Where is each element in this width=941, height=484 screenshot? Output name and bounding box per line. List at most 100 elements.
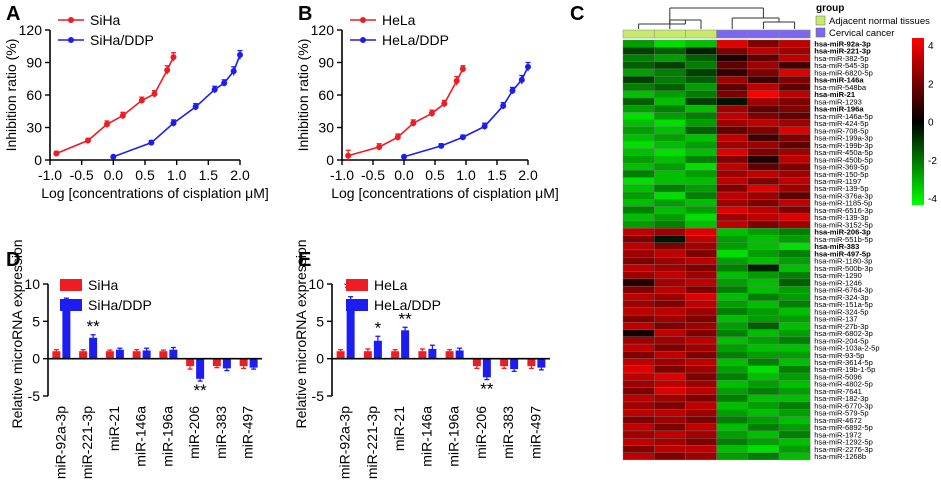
heatmap-cell bbox=[622, 191, 655, 200]
heatmap-cell bbox=[654, 307, 686, 316]
heatmap-cell bbox=[747, 365, 780, 374]
heatmap-cell bbox=[654, 329, 686, 338]
heatmap-cell bbox=[622, 76, 655, 84]
heatmap-cell bbox=[778, 184, 811, 193]
category-label: miR-92a-3p bbox=[337, 406, 353, 479]
row-label: hsa-miR-548ba bbox=[814, 83, 867, 92]
heatmap-cell bbox=[622, 329, 655, 338]
heatmap-cell bbox=[778, 191, 811, 200]
heatmap-cell bbox=[685, 322, 717, 330]
heatmap-cell bbox=[716, 358, 748, 366]
heatmap-cell bbox=[685, 54, 717, 62]
heatmap-cell bbox=[716, 133, 748, 142]
heatmap-cell bbox=[747, 387, 780, 395]
heatmap-cell bbox=[716, 191, 748, 200]
heatmap-cell bbox=[654, 249, 686, 258]
bar bbox=[510, 358, 519, 370]
heatmap-cell bbox=[654, 423, 686, 432]
category-label: miR-196a bbox=[159, 406, 175, 467]
data-point bbox=[401, 153, 407, 160]
y-tick-label: 0 bbox=[326, 152, 334, 168]
row-label: hsa-miR-1972 bbox=[814, 430, 862, 439]
heatmap-cell bbox=[716, 249, 748, 258]
heatmap-cell bbox=[685, 336, 717, 345]
heatmap-cell bbox=[778, 83, 811, 91]
heatmap-cell bbox=[716, 97, 748, 106]
row-label: hsa-miR-146a-5p bbox=[814, 112, 873, 121]
heatmap-cell bbox=[685, 264, 717, 272]
heatmap-cell bbox=[685, 278, 717, 287]
heatmap-cell bbox=[622, 322, 655, 330]
row-label: hsa-miR-497-5p bbox=[814, 249, 871, 258]
y-axis-label: Relative microRNA expression bbox=[9, 239, 25, 428]
heatmap-cell bbox=[778, 430, 811, 439]
bar bbox=[363, 351, 372, 359]
data-point bbox=[119, 112, 126, 119]
bar bbox=[62, 307, 71, 359]
heatmap-cell bbox=[622, 119, 655, 128]
row-label: hsa-miR-324-3p bbox=[814, 293, 868, 302]
heatmap-cell bbox=[747, 423, 780, 432]
row-label: hsa-miR-6802-3p bbox=[814, 329, 873, 338]
heatmap-cell bbox=[716, 351, 748, 359]
heatmap-cell bbox=[685, 97, 717, 106]
heatmap-cell bbox=[747, 307, 780, 316]
heatmap-cell bbox=[654, 235, 686, 243]
heatmap-cell bbox=[778, 177, 811, 185]
heatmap-cell bbox=[654, 264, 686, 272]
row-label: hsa-miR-221-3p bbox=[814, 47, 871, 56]
heatmap-cell bbox=[747, 264, 780, 272]
heatmap-cell bbox=[622, 409, 655, 417]
heatmap-cell bbox=[622, 416, 655, 424]
legend-swatch bbox=[60, 299, 82, 311]
heatmap-cell bbox=[654, 445, 686, 453]
heatmap-cell bbox=[654, 351, 686, 359]
x-tick-label: -1.0 bbox=[38, 167, 62, 183]
bar bbox=[336, 351, 345, 359]
heatmap-cell bbox=[716, 206, 748, 214]
heatmap-cell bbox=[622, 423, 655, 432]
heatmap-cell bbox=[747, 119, 780, 128]
category-label: miR-146a bbox=[418, 406, 434, 467]
legend-label: Adjacent normal tissues bbox=[829, 16, 930, 27]
heatmap-cell bbox=[747, 257, 780, 265]
heatmap-cell bbox=[685, 47, 717, 55]
significance-marker: ** bbox=[87, 317, 101, 336]
heatmap-cell bbox=[622, 133, 655, 142]
heatmap-cell bbox=[622, 97, 655, 106]
heatmap-cell bbox=[654, 184, 686, 193]
bar bbox=[132, 351, 141, 359]
heatmap-cell bbox=[716, 184, 748, 193]
data-point bbox=[518, 76, 525, 83]
bar bbox=[105, 351, 114, 359]
legend-swatch bbox=[815, 27, 826, 38]
row-label: hsa-miR-151a-5p bbox=[814, 300, 873, 309]
bar bbox=[222, 358, 231, 369]
heatmap-cell bbox=[716, 293, 748, 301]
heatmap-cell bbox=[716, 177, 748, 185]
heatmap-cell bbox=[622, 242, 655, 251]
heatmap-cell bbox=[716, 452, 748, 461]
heatmap-cell bbox=[685, 423, 717, 432]
bar bbox=[500, 358, 509, 367]
heatmap-cell bbox=[778, 228, 811, 236]
row-label: hsa-miR-92a-3p bbox=[814, 39, 871, 48]
row-label: hsa-miR-579-5p bbox=[814, 409, 868, 418]
category-label: miR-206 bbox=[473, 406, 489, 459]
heatmap-cell bbox=[622, 141, 655, 149]
heatmap-cell bbox=[747, 104, 780, 113]
heatmap-cell bbox=[685, 380, 717, 388]
heatmap-cell bbox=[654, 68, 686, 77]
heatmap-cell bbox=[685, 228, 717, 236]
heatmap-cell bbox=[778, 300, 811, 309]
heatmap-cell bbox=[716, 47, 748, 55]
colorbar-tick-label: -4 bbox=[928, 194, 937, 205]
heatmap-cell bbox=[716, 387, 748, 395]
heatmap-cell bbox=[716, 278, 748, 287]
heatmap-cell bbox=[622, 184, 655, 193]
heatmap-cell bbox=[747, 409, 780, 417]
heatmap-cell bbox=[747, 112, 780, 120]
heatmap-cell bbox=[778, 213, 811, 222]
row-label: hsa-miR-1197 bbox=[814, 177, 861, 186]
heatmap-cell bbox=[622, 452, 655, 461]
